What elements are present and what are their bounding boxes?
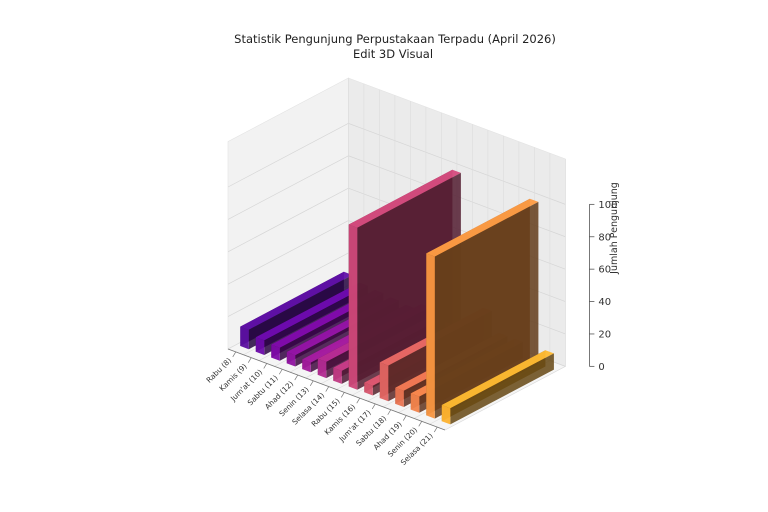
z-tick-label: 80 <box>598 232 611 243</box>
bar-front <box>364 382 373 396</box>
x-tick <box>325 386 330 392</box>
bar-front <box>317 358 327 379</box>
bar-top <box>348 169 461 228</box>
x-tick <box>340 392 345 398</box>
x-tick <box>402 415 407 421</box>
x-tick <box>278 369 283 375</box>
z-axis: 0 20 40 60 80 100 <box>589 200 617 373</box>
gridline-z-left <box>227 123 349 188</box>
gridline-z-left <box>227 155 349 220</box>
bar-top <box>441 350 554 409</box>
z-tick-label: 60 <box>598 265 611 276</box>
bar-front <box>348 224 358 390</box>
bar-front <box>379 362 389 402</box>
x-tick <box>371 403 376 410</box>
bar-front <box>271 344 280 361</box>
chart-subtitle: Edit 3D Visual <box>353 47 433 61</box>
z-tick-label: 40 <box>598 297 611 308</box>
x-tick <box>232 351 237 358</box>
gridline-z-left <box>227 187 349 253</box>
gridline-z-left <box>227 252 349 317</box>
bar-front <box>426 253 435 419</box>
x-tick <box>433 426 438 433</box>
bar-front <box>240 326 249 350</box>
x-tick <box>309 380 314 387</box>
gridline-z-left <box>227 220 349 285</box>
bar-front <box>410 393 420 413</box>
bar-top <box>240 271 353 330</box>
chart-title: Statistik Pengunjung Perpustakaan Terpad… <box>234 32 556 46</box>
bar-front <box>441 405 451 425</box>
bar-front <box>302 359 311 373</box>
gridline-floor <box>444 366 566 431</box>
bar <box>426 198 539 419</box>
bar-back-side <box>434 201 539 419</box>
bar-top <box>255 282 368 341</box>
bar-back-side <box>450 353 554 425</box>
bar-front <box>255 337 265 355</box>
x-tick <box>247 357 252 363</box>
bar-top <box>426 198 539 257</box>
x-tick <box>356 397 361 404</box>
x-tick <box>263 363 268 369</box>
bar <box>441 350 554 425</box>
z-axis-label: Jumlah Pengunjung <box>609 182 620 275</box>
z-tick-label: 20 <box>598 329 611 340</box>
chart-bars <box>240 169 554 425</box>
z-tick-label: 100 <box>598 200 617 211</box>
x-tick <box>418 421 423 427</box>
z-tick-label: 0 <box>598 362 604 373</box>
bar-front <box>333 367 342 384</box>
bar-front <box>286 352 296 367</box>
bar-front <box>395 387 404 407</box>
x-tick <box>387 409 392 415</box>
x-tick <box>294 374 299 381</box>
x-axis-line <box>227 348 446 431</box>
